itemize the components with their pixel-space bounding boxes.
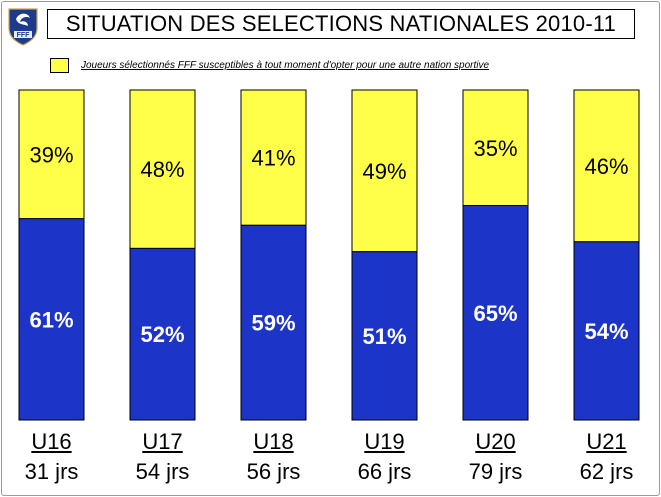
tick-sublabel-U17: 54 jrs	[135, 459, 190, 484]
tick-sublabel-U19: 66 jrs	[357, 459, 412, 484]
data-label-top-U19: 49%	[362, 159, 406, 184]
bar-segment-bottom-U18	[240, 224, 307, 421]
tick-label-U19: U19	[364, 429, 405, 454]
tick-sublabel-U21: 62 jrs	[579, 459, 634, 484]
data-label-top-U16: 39%	[29, 142, 73, 167]
data-label-bottom-U18: 59%	[251, 311, 295, 336]
fff-logo: FFF	[8, 8, 38, 46]
chart-title-box: SITUATION DES SELECTIONS NATIONALES 2010…	[47, 9, 635, 39]
data-label-bottom-U21: 54%	[584, 319, 628, 344]
bar-segment-top-U20	[462, 89, 529, 206]
tick-label-U21: U21	[586, 429, 627, 454]
data-label-top-U20: 35%	[473, 136, 517, 161]
bar-segment-bottom-U16	[18, 218, 85, 421]
tick-label-U16: U16	[31, 429, 72, 454]
chart-title: SITUATION DES SELECTIONS NATIONALES 2010…	[65, 11, 617, 36]
bar-segment-top-U16	[18, 89, 85, 220]
bar-segment-bottom-U21	[573, 241, 640, 421]
bar-segment-bottom-U19	[351, 251, 418, 421]
tick-label-U17: U17	[142, 429, 183, 454]
bar-segment-bottom-U20	[462, 205, 529, 421]
legend-swatch-yellow	[50, 58, 69, 73]
data-label-top-U21: 46%	[584, 154, 628, 179]
fff-logo-text: FFF	[17, 32, 31, 39]
data-label-bottom-U17: 52%	[140, 322, 184, 347]
tick-sublabel-U20: 79 jrs	[468, 459, 523, 484]
bar-segment-bottom-U17	[129, 247, 196, 421]
data-label-top-U17: 48%	[140, 157, 184, 182]
data-label-top-U18: 41%	[251, 146, 295, 171]
tick-label-U20: U20	[475, 429, 516, 454]
tick-sublabel-U18: 56 jrs	[246, 459, 301, 484]
tick-label-U18: U18	[253, 429, 294, 454]
data-label-bottom-U20: 65%	[473, 301, 517, 326]
data-label-bottom-U19: 51%	[362, 324, 406, 349]
legend-entry-label: Joueurs sélectionnés FFF susceptibles à …	[81, 60, 490, 71]
bar-segment-top-U18	[240, 89, 307, 226]
tick-sublabel-U16: 31 jrs	[24, 459, 79, 484]
bar-segment-top-U21	[573, 89, 640, 243]
chart-legend: Joueurs sélectionnés FFF susceptibles à …	[50, 58, 489, 73]
data-label-bottom-U16: 61%	[29, 307, 73, 332]
bar-segment-top-U17	[129, 89, 196, 249]
